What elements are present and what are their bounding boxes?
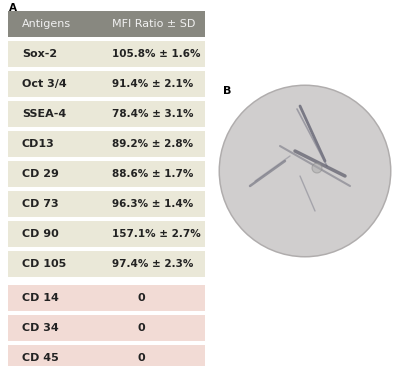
Text: Antigens: Antigens bbox=[22, 19, 71, 29]
Text: Oct 3/4: Oct 3/4 bbox=[22, 79, 67, 89]
Text: 105.8% ± 1.6%: 105.8% ± 1.6% bbox=[112, 49, 200, 59]
Text: CD 29: CD 29 bbox=[22, 169, 59, 179]
Bar bbox=[8, 131, 205, 157]
Text: CD 14: CD 14 bbox=[22, 293, 59, 303]
Text: SSEA-4: SSEA-4 bbox=[22, 109, 66, 119]
Circle shape bbox=[218, 85, 392, 258]
Bar bbox=[8, 101, 205, 127]
Text: Sox-2: Sox-2 bbox=[22, 49, 57, 59]
Text: CD 73: CD 73 bbox=[22, 199, 59, 209]
Bar bbox=[8, 251, 205, 277]
Bar bbox=[8, 191, 205, 217]
Text: 157.1% ± 2.7%: 157.1% ± 2.7% bbox=[112, 229, 201, 239]
Text: B: B bbox=[223, 86, 231, 96]
Bar bbox=[8, 41, 205, 67]
Bar bbox=[8, 285, 205, 311]
Bar bbox=[8, 345, 205, 366]
Text: 97.4% ± 2.3%: 97.4% ± 2.3% bbox=[112, 259, 193, 269]
Text: 0: 0 bbox=[138, 293, 146, 303]
Text: 96.3% ± 1.4%: 96.3% ± 1.4% bbox=[112, 199, 193, 209]
Text: 0: 0 bbox=[138, 323, 146, 333]
Text: 78.4% ± 3.1%: 78.4% ± 3.1% bbox=[112, 109, 194, 119]
Text: 91.4% ± 2.1%: 91.4% ± 2.1% bbox=[112, 79, 193, 89]
Text: CD 105: CD 105 bbox=[22, 259, 66, 269]
Text: MFI Ratio ± SD: MFI Ratio ± SD bbox=[112, 19, 195, 29]
Text: CD 34: CD 34 bbox=[22, 323, 59, 333]
Bar bbox=[8, 71, 205, 97]
Text: 89.2% ± 2.8%: 89.2% ± 2.8% bbox=[112, 139, 193, 149]
Text: A: A bbox=[9, 3, 17, 13]
Text: CD13: CD13 bbox=[22, 139, 55, 149]
Text: CD 45: CD 45 bbox=[22, 353, 59, 363]
Bar bbox=[8, 315, 205, 341]
Bar bbox=[8, 11, 205, 37]
Bar bbox=[8, 221, 205, 247]
Text: 88.6% ± 1.7%: 88.6% ± 1.7% bbox=[112, 169, 193, 179]
Bar bbox=[8, 161, 205, 187]
Circle shape bbox=[220, 86, 390, 256]
Text: CD 90: CD 90 bbox=[22, 229, 59, 239]
Circle shape bbox=[312, 163, 322, 173]
Text: 0: 0 bbox=[138, 353, 146, 363]
